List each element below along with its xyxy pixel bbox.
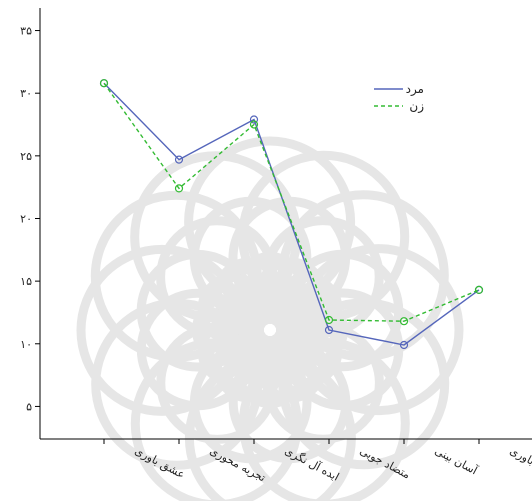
data-point [399, 317, 409, 326]
legend-label: مرد [406, 82, 424, 97]
data-point [324, 325, 334, 335]
series-line [103, 82, 480, 346]
y-tick-label: ۳۰ [20, 87, 32, 100]
watermark-arc [238, 150, 410, 322]
y-ticks: ۵ ۱۰ ۱۵ ۲۰ ۲۵ ۳۰ ۳۵ [20, 25, 40, 413]
watermark-arc [156, 216, 278, 338]
watermark-arc [262, 216, 384, 338]
legend: مرد زن [374, 82, 424, 114]
data-point [399, 340, 409, 350]
data-point [174, 155, 184, 164]
y-tick-label: ۲۰ [20, 212, 32, 225]
x-category-label: آسان بینی [433, 443, 481, 477]
y-tick-label: ۵ [26, 400, 32, 413]
x-category-label: خوش باوری [508, 444, 532, 481]
series-layer [99, 79, 484, 350]
data-point [324, 315, 334, 325]
watermark-arc [76, 244, 248, 416]
data-point [174, 184, 184, 193]
legend-label: زن [409, 99, 424, 114]
y-tick-label: ۱۰ [20, 338, 32, 351]
watermark-arc [184, 352, 356, 501]
y-tick-label: ۲۵ [20, 150, 32, 163]
axes [39, 8, 532, 440]
series-line [103, 82, 480, 322]
data-point [249, 115, 259, 124]
data-point [99, 79, 109, 88]
data-point [249, 120, 259, 129]
y-tick-label: ۳۵ [20, 25, 32, 38]
y-tick-label: ۱۵ [20, 275, 32, 288]
watermark-arc [292, 244, 464, 416]
data-point [474, 285, 484, 294]
watermark-logo [76, 136, 464, 501]
watermark-arc [184, 136, 356, 308]
